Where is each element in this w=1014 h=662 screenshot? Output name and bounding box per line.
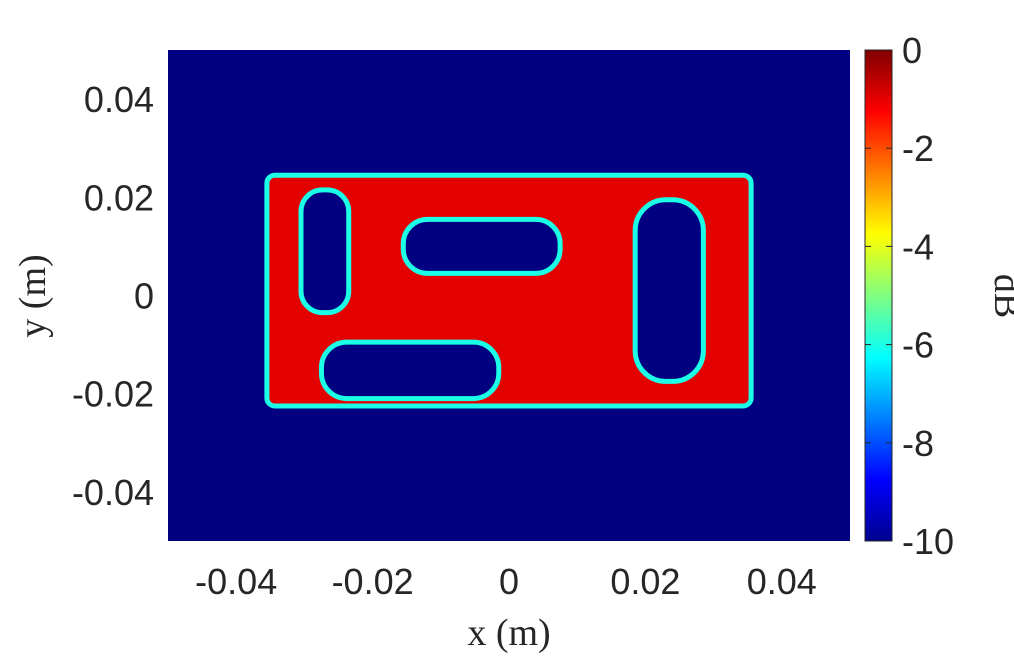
heatmap-hole-4 <box>632 197 706 384</box>
x-tick-label: 0.02 <box>610 561 680 602</box>
y-tick-label: -0.04 <box>72 472 154 513</box>
colorbar-tick-label: -8 <box>902 423 934 464</box>
colorbar-ticks: 0 -2 -4 -6 -8 -10 <box>865 30 954 562</box>
x-tick-label: -0.02 <box>332 561 414 602</box>
colorbar-gradient <box>864 49 893 542</box>
colorbar-tick-label: -10 <box>902 521 954 562</box>
heatmap-hole-3 <box>318 339 502 402</box>
y-axis-ticks: 0.04 0.02 0 -0.02 -0.04 <box>72 79 154 513</box>
heatmap-hole-2 <box>400 216 563 276</box>
plot-area <box>168 50 850 541</box>
colorbar-tick-label: -4 <box>902 226 934 267</box>
y-axis-label: y (m) <box>12 254 54 337</box>
x-tick-label: 0.04 <box>747 561 817 602</box>
heatmap-regions <box>264 172 754 409</box>
x-axis-ticks: -0.04 -0.02 0 0.02 0.04 <box>195 561 817 602</box>
colorbar-tick-label: -2 <box>902 128 934 169</box>
y-tick-label: -0.02 <box>72 374 154 415</box>
y-tick-label: 0.02 <box>84 177 154 218</box>
x-tick-label: 0 <box>499 561 519 602</box>
colorbar: 0 -2 -4 -6 -8 -10 dB <box>864 30 1014 562</box>
y-tick-label: 0.04 <box>84 79 154 120</box>
heatmap-hole-1 <box>298 187 352 316</box>
x-tick-label: -0.04 <box>195 561 277 602</box>
x-axis-label: x (m) <box>467 612 550 654</box>
colorbar-label: dB <box>986 274 1014 318</box>
y-tick-label: 0 <box>134 276 154 317</box>
colorbar-tick-label: 0 <box>902 30 922 71</box>
colorbar-tick-label: -6 <box>902 325 934 366</box>
